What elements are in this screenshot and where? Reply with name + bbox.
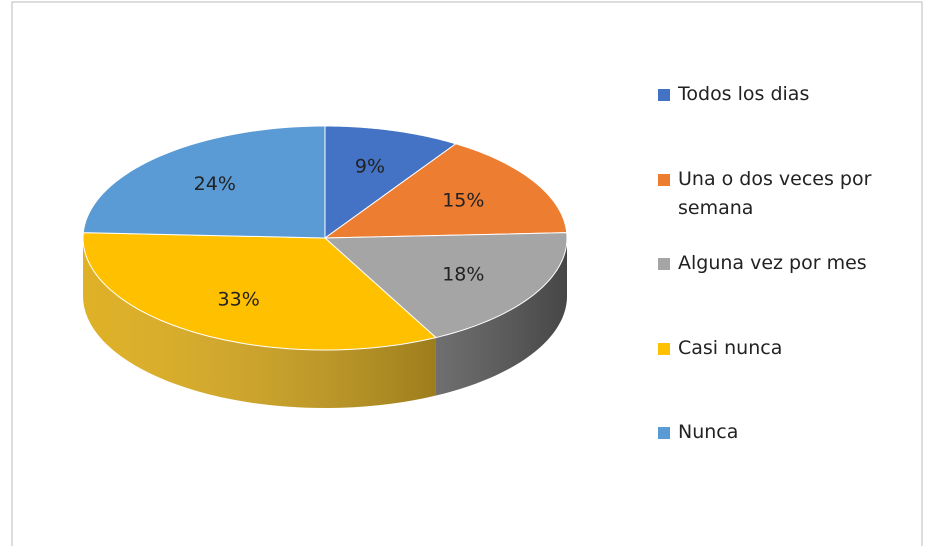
data-label: 9% (355, 156, 385, 178)
legend-label: Nunca (678, 421, 739, 443)
legend-item: Una o dos veces por semana (658, 165, 918, 223)
legend-label: Una o dos veces por semana (678, 168, 872, 219)
legend-item: Alguna vez por mes (658, 249, 918, 278)
legend-swatch (658, 258, 670, 270)
pie-slice (82, 232, 437, 351)
legend-item: Nunca (658, 418, 918, 447)
legend-swatch (658, 89, 670, 101)
legend-swatch (658, 174, 670, 186)
legend-item: Todos los dias (658, 80, 918, 109)
data-label: 18% (442, 263, 484, 285)
data-label: 33% (218, 289, 260, 311)
pie-slice (324, 125, 457, 239)
pie-slice (323, 143, 568, 239)
legend-item: Casi nunca (658, 334, 918, 363)
legend-label: Alguna vez por mes (678, 252, 867, 274)
pie-slice (323, 232, 568, 339)
pie-slice (82, 125, 326, 239)
data-label: 15% (442, 190, 484, 212)
legend-swatch (658, 343, 670, 355)
legend-label: Todos los dias (678, 83, 810, 105)
data-label: 24% (194, 173, 236, 195)
chart-frame (11, 1, 923, 546)
legend-swatch (658, 427, 670, 439)
side-shading (83, 238, 567, 408)
legend-label: Casi nunca (678, 337, 783, 359)
